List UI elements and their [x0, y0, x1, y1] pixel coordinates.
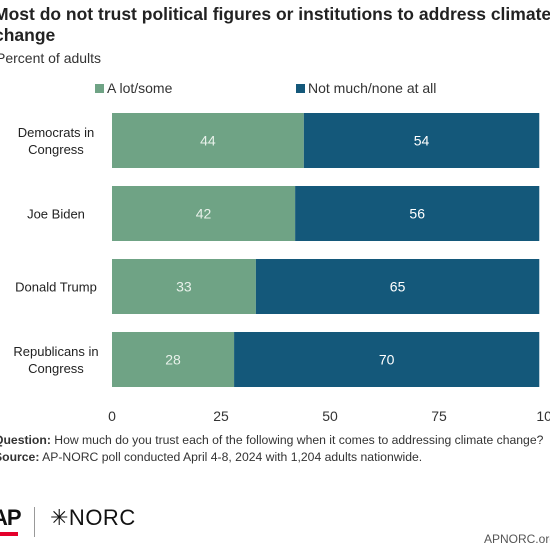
x-tick-label-75: 75: [431, 408, 447, 424]
data-label-a-lot-some-republicans-in-congress: 28: [165, 352, 181, 368]
ap-logo: AP: [0, 505, 22, 530]
bar-a-lot-some-donald-trump: [112, 259, 256, 314]
legend: A lot/some Not much/none at all: [0, 80, 550, 98]
legend-label-not-much: Not much/none at all: [308, 80, 437, 96]
bar-a-lot-some-republicans-in-congress: [112, 332, 235, 387]
category-label-republicans-in-congress: Republicans in Congress: [13, 344, 98, 376]
ap-logo-bar: [0, 532, 18, 536]
source-note: Source: AP-NORC poll conducted April 4-8…: [0, 449, 550, 466]
category-label-joe-biden: Joe Biden: [27, 207, 85, 222]
question-text: How much do you trust each of the follow…: [54, 433, 544, 447]
site-link[interactable]: APNORC.org: [483, 532, 550, 546]
chart-title: Most do not trust political figures or i…: [0, 4, 550, 45]
source-label: Source:: [0, 450, 40, 464]
bar-not-much-none-at-all-republicans-in-congress: [234, 332, 540, 387]
logo-divider: [34, 507, 35, 537]
x-tick-label-25: 25: [213, 408, 229, 424]
question-note: Question: How much do you trust each of …: [0, 432, 550, 449]
data-label-a-lot-some-democrats-in-congress: 44: [200, 133, 216, 149]
x-tick-label-50: 50: [322, 408, 338, 424]
bar-not-much-none-at-all-joe-biden: [295, 186, 540, 241]
legend-swatch-not-much: [296, 83, 305, 93]
chart-subtitle: Percent of adults: [0, 50, 102, 66]
x-tick-label-0: 0: [108, 408, 116, 424]
bar-a-lot-some-democrats-in-congress: [112, 113, 304, 168]
data-label-not-much-none-at-all-democrats-in-congress: 54: [414, 133, 430, 149]
bar-not-much-none-at-all-donald-trump: [255, 259, 540, 314]
legend-item-a-lot-some: A lot/some: [95, 80, 172, 96]
data-label-a-lot-some-donald-trump: 33: [176, 279, 192, 295]
data-label-a-lot-some-joe-biden: 42: [196, 206, 212, 222]
chart-notes: Question: How much do you trust each of …: [0, 432, 550, 466]
legend-item-not-much: Not much/none at all: [296, 80, 436, 96]
bar-a-lot-some-joe-biden: [112, 186, 296, 241]
legend-label-a-lot-some: A lot/some: [107, 80, 173, 96]
question-label: Question:: [0, 433, 51, 447]
norc-logo: ✳NORC: [50, 505, 136, 530]
data-label-not-much-none-at-all-joe-biden: 56: [409, 206, 425, 222]
x-tick-label-100: 100: [536, 408, 550, 424]
source-text: AP-NORC poll conducted April 4-8, 2024 w…: [42, 450, 423, 464]
legend-swatch-a-lot-some: [95, 83, 104, 93]
data-label-not-much-none-at-all-donald-trump: 65: [390, 279, 406, 295]
data-label-not-much-none-at-all-republicans-in-congress: 70: [379, 352, 395, 368]
stacked-bar-chart: Democrats in Congress 44 54 Joe Biden 42 56 Don…: [13, 113, 550, 424]
category-label-donald-trump: Donald Trump: [15, 280, 97, 295]
bar-not-much-none-at-all-democrats-in-congress: [303, 113, 540, 168]
category-label-democrats-in-congress: Democrats in Congress: [18, 125, 95, 157]
